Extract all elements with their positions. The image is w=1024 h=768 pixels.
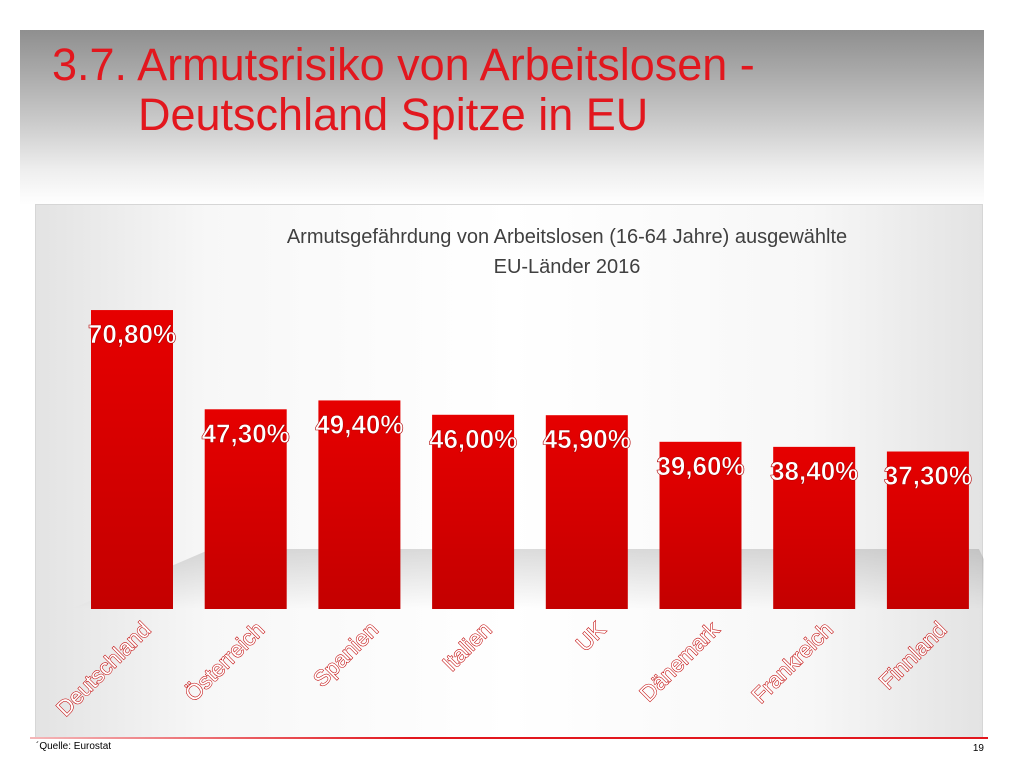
bar-spanien <box>318 400 401 609</box>
category-label: Frankreich <box>747 617 838 708</box>
slide-title-line-1: 3.7. Armutsrisiko von Arbeitslosen - <box>52 39 755 90</box>
category-label: Italien <box>437 617 496 676</box>
bar-dänemark <box>659 441 742 609</box>
chart-title-line-1: Armutsgefährdung von Arbeitslosen (16-64… <box>287 226 847 248</box>
category-label: UK <box>571 617 611 657</box>
category-label: Österreich <box>180 617 269 706</box>
bar-finnland <box>886 451 969 609</box>
data-label: 49,40% <box>315 409 403 439</box>
slide-title: 3.7. Armutsrisiko von Arbeitslosen - Deu… <box>52 40 755 140</box>
bar-deutschland <box>91 310 173 609</box>
category-label: Finnland <box>874 617 951 694</box>
data-label: 47,30% <box>202 418 290 448</box>
data-label: 70,80% <box>88 319 176 349</box>
category-label: Spanien <box>308 617 383 692</box>
slide-header <box>20 30 984 205</box>
bar-frankreich <box>773 446 856 609</box>
bar-österreich <box>204 409 287 609</box>
category-label: Dänemark <box>635 616 725 706</box>
footer-rule <box>30 737 988 739</box>
bar-uk <box>545 415 628 609</box>
slide-title-line-2: Deutschland Spitze in EU <box>138 89 649 140</box>
source-note: ´Quelle: Eurostat <box>36 741 112 752</box>
data-label: 46,00% <box>429 424 517 454</box>
data-label: 45,90% <box>543 424 631 454</box>
chart-area: Armutsgefährdung von Arbeitslosen (16-64… <box>35 204 984 738</box>
data-label: 39,60% <box>656 451 744 481</box>
chart-title-line-2: EU-Länder 2016 <box>494 256 641 278</box>
data-label: 37,30% <box>884 461 972 491</box>
chart-floor-shadow <box>71 549 984 609</box>
data-label: 38,40% <box>770 456 858 486</box>
bar-chart: Armutsgefährdung von Arbeitslosen (16-64… <box>51 226 984 722</box>
page-number: 19 <box>972 743 984 754</box>
bar-italien <box>432 414 515 609</box>
category-label: Deutschland <box>51 617 155 721</box>
